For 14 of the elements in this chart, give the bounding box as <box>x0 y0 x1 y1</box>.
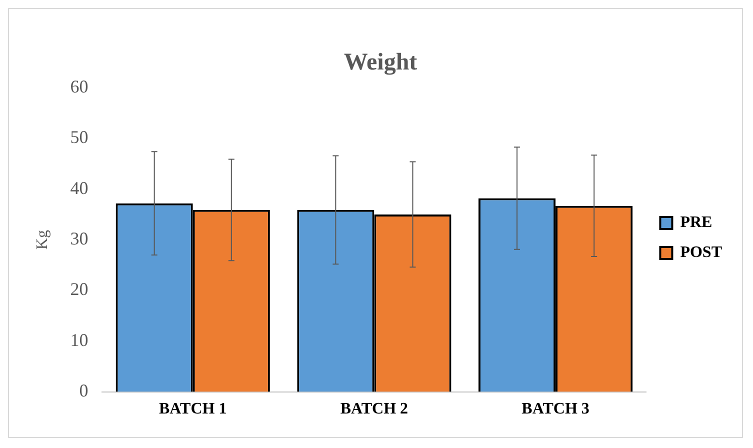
y-tick-label: 20 <box>70 279 88 300</box>
y-axis-title: Kg <box>34 230 51 250</box>
y-tick-label: 60 <box>70 76 88 97</box>
y-tick-label: 0 <box>79 380 88 401</box>
y-tick-label: 10 <box>70 330 88 350</box>
chart-title: Weight <box>344 50 418 76</box>
x-tick-label: BATCH 3 <box>522 400 590 418</box>
legend-label: PRE <box>680 214 712 232</box>
y-tick-label: 50 <box>70 127 88 148</box>
y-tick-label: 30 <box>70 228 88 249</box>
x-tick-label: BATCH 1 <box>159 400 227 418</box>
x-tick-label: BATCH 2 <box>340 400 408 418</box>
y-tick-label: 40 <box>70 178 88 198</box>
legend-label: POST <box>680 244 722 262</box>
